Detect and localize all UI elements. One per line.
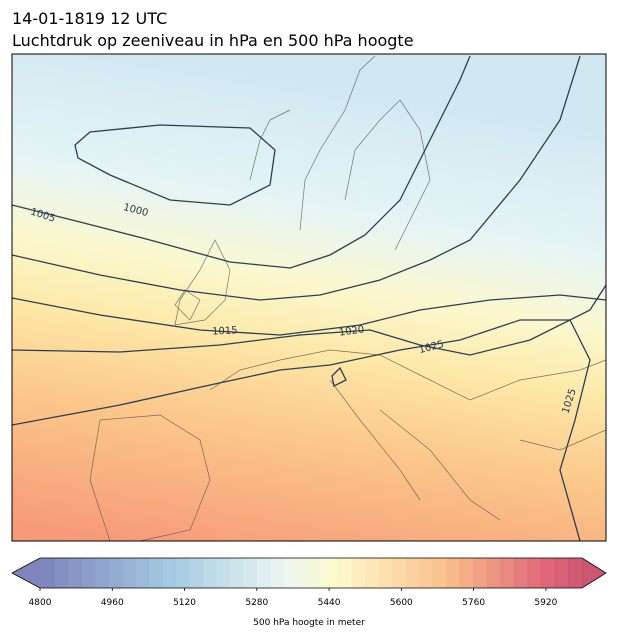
colorbar-segment (297, 558, 312, 588)
colorbar-extend-high (582, 558, 606, 588)
colorbar-segment (460, 558, 475, 588)
contour-label: 1020 (338, 324, 365, 338)
colorbar-segment (446, 558, 461, 588)
colorbar-extend-low (12, 558, 40, 588)
colorbar-segment (175, 558, 190, 588)
colorbar-segment (256, 558, 271, 588)
map-frame (11, 53, 607, 542)
colorbar-segment (568, 558, 583, 588)
colorbar-segment (541, 558, 556, 588)
colorbar-tick-label: 4960 (101, 598, 124, 608)
colorbar-segment (216, 558, 231, 588)
colorbar-tick-label: 5440 (318, 598, 341, 608)
colorbar-segment (80, 558, 95, 588)
colorbar-tick-label: 5760 (462, 598, 485, 608)
colorbar-segment (121, 558, 136, 588)
contour-label: 1015 (212, 325, 238, 337)
colorbar-segment (514, 558, 529, 588)
colorbar-tick-label: 5120 (173, 598, 196, 608)
map-date: 14-01-1819 12 UTC (12, 9, 167, 28)
colorbar: 4800 4960 5120 5280 5440 5600 5760 5920 (11, 557, 607, 608)
colorbar-segment (243, 558, 258, 588)
colorbar-segment (53, 558, 68, 588)
colorbar-segment (40, 558, 55, 588)
colorbar-segment (432, 558, 447, 588)
colorbar-tick-label: 5920 (534, 598, 557, 608)
colorbar-label: 500 hPa hoogte in meter (253, 618, 365, 628)
colorbar-segment (351, 558, 366, 588)
isobars (12, 55, 606, 541)
colorbar-tick-label: 4800 (29, 598, 52, 608)
colorbar-segment (419, 558, 434, 588)
colorbar-segment (202, 558, 217, 588)
colorbar-segment (554, 558, 569, 588)
colorbar-tick-label: 5600 (390, 598, 413, 608)
colorbar-outline (11, 557, 607, 589)
colorbar-segment (229, 558, 244, 588)
colorbar-segment (365, 558, 380, 588)
colorbar-segment (270, 558, 285, 588)
colorbar-tick-label: 5280 (245, 598, 268, 608)
colorbar-segment (378, 558, 393, 588)
height-field (12, 54, 606, 541)
colorbar-segment (338, 558, 353, 588)
colorbar-segment (487, 558, 502, 588)
colorbar-segment (148, 558, 163, 588)
colorbar-segment (67, 558, 82, 588)
colorbar-segment (473, 558, 488, 588)
colorbar-segment (527, 558, 542, 588)
colorbar-segment (161, 558, 176, 588)
map-area: 1005 1000 1015 1020 1025 1025 (12, 54, 606, 541)
colorbar-segment (405, 558, 420, 588)
map-title: Luchtdruk op zeeniveau in hPa en 500 hPa… (12, 31, 414, 50)
colorbar-segment (500, 558, 515, 588)
colorbar-segment (392, 558, 407, 588)
colorbar-segment (94, 558, 109, 588)
coastlines (89, 55, 606, 541)
colorbar-segment (134, 558, 149, 588)
colorbar-segment (324, 558, 339, 588)
colorbar-segment (311, 558, 326, 588)
colorbar-segment (283, 558, 298, 588)
colorbar-segment (107, 558, 122, 588)
colorbar-segment (189, 558, 204, 588)
